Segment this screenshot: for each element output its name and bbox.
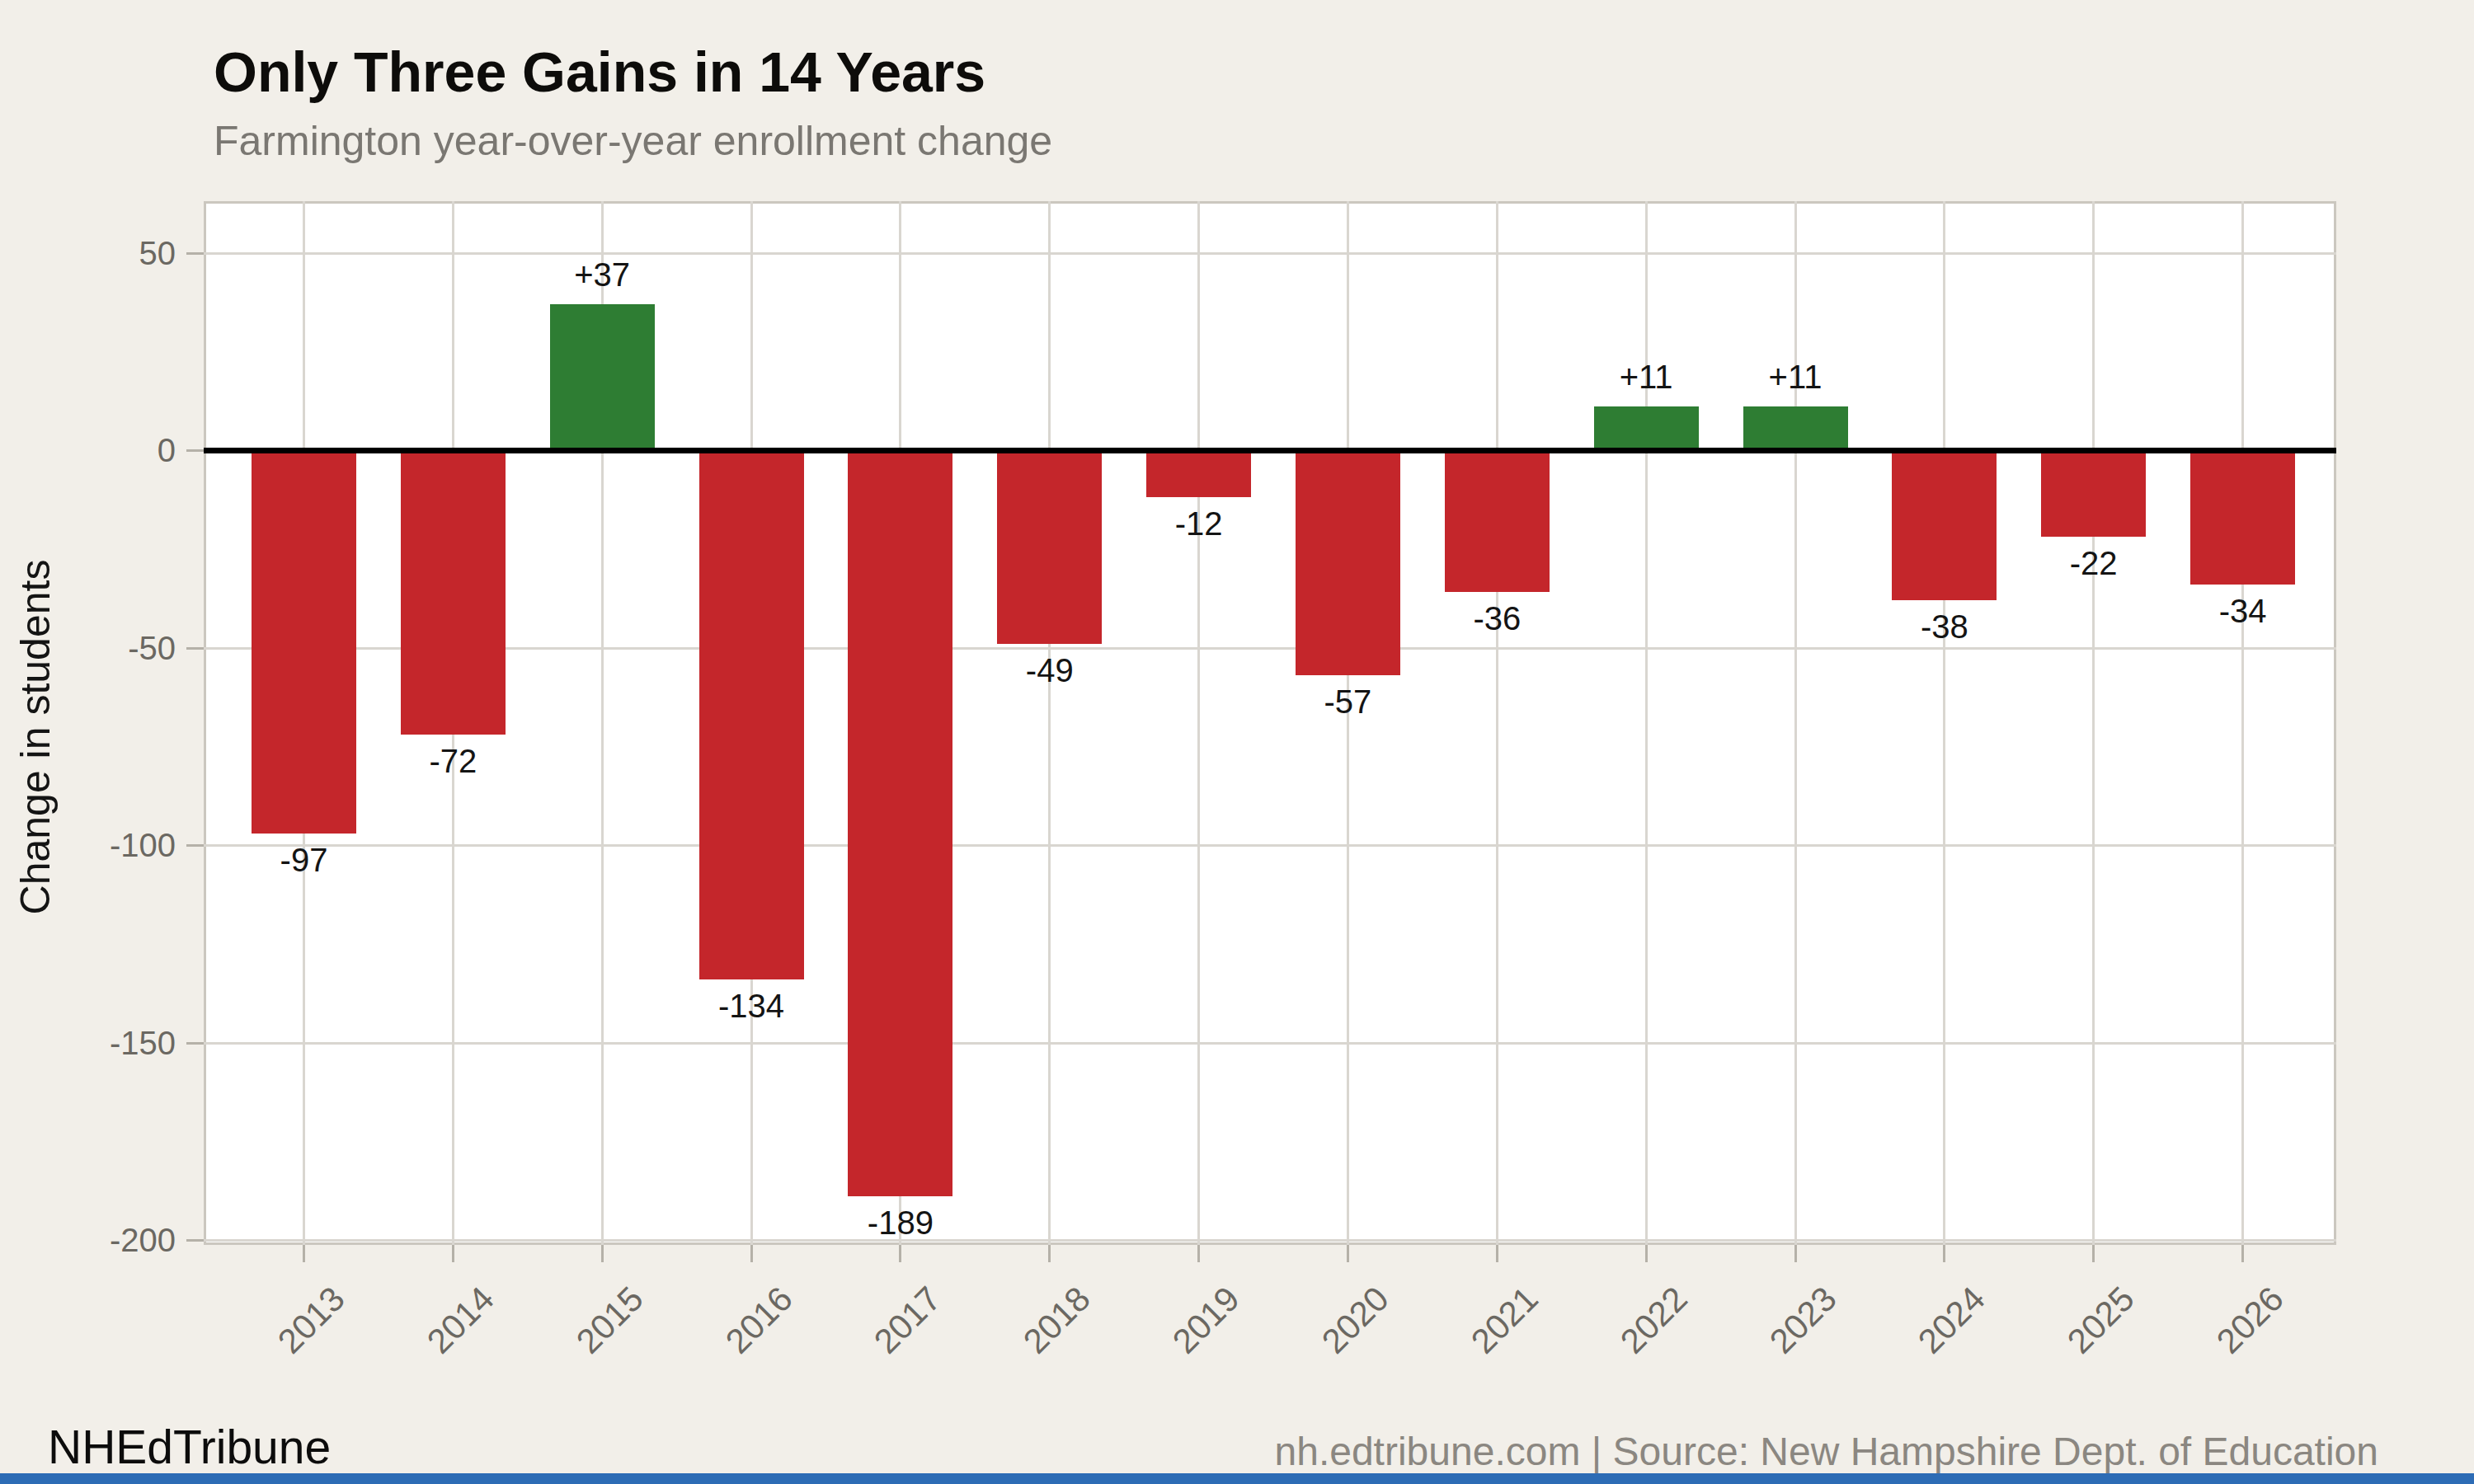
x-tick-label: 2026 xyxy=(2209,1280,2291,1361)
y-gridline xyxy=(204,1042,2336,1045)
bar-negative xyxy=(1892,450,1997,600)
x-gridline xyxy=(1645,201,1648,1245)
bar-positive xyxy=(1594,406,1699,450)
bar-value-label: -72 xyxy=(362,743,543,779)
x-axis-tick xyxy=(750,1245,753,1262)
x-axis-tick xyxy=(1347,1245,1349,1262)
bar-value-label: -22 xyxy=(2003,545,2185,581)
x-gridline xyxy=(1794,201,1797,1245)
x-gridline xyxy=(1048,201,1051,1245)
chart-title: Only Three Gains in 14 Years xyxy=(214,40,985,104)
x-gridline xyxy=(2092,201,2095,1245)
y-gridline xyxy=(204,647,2336,650)
chart-figure: Only Three Gains in 14 Years Farmington … xyxy=(0,0,2474,1484)
zero-baseline xyxy=(204,448,2336,453)
x-axis-tick xyxy=(303,1245,305,1262)
bar-negative xyxy=(699,450,804,979)
y-gridline xyxy=(204,844,2336,847)
x-tick-label: 2014 xyxy=(420,1280,501,1361)
y-tick-label: -150 xyxy=(0,1025,176,1061)
bar-value-label: +37 xyxy=(511,256,693,293)
bar-negative xyxy=(401,450,506,735)
x-tick-label: 2016 xyxy=(718,1280,800,1361)
x-tick-label: 2018 xyxy=(1017,1280,1098,1361)
y-gridline xyxy=(204,252,2336,255)
x-tick-label: 2017 xyxy=(868,1280,949,1361)
x-tick-label: 2015 xyxy=(569,1280,651,1361)
x-gridline xyxy=(1496,201,1498,1245)
bar-value-label: -134 xyxy=(661,988,842,1024)
chart-subtitle: Farmington year-over-year enrollment cha… xyxy=(214,117,1052,165)
x-axis-tick xyxy=(2092,1245,2095,1262)
x-tick-label: 2019 xyxy=(1166,1280,1248,1361)
bar-value-label: -97 xyxy=(214,842,395,878)
y-axis-title: Change in students xyxy=(12,547,59,927)
plot-panel xyxy=(204,201,2336,1245)
x-axis-tick xyxy=(1048,1245,1051,1262)
x-tick-label: 2020 xyxy=(1315,1280,1396,1361)
bar-negative xyxy=(252,450,356,834)
x-axis-tick xyxy=(2241,1245,2244,1262)
y-tick-label: -50 xyxy=(0,630,176,666)
x-tick-label: 2013 xyxy=(270,1280,352,1361)
x-tick-label: 2021 xyxy=(1464,1280,1545,1361)
x-axis-tick xyxy=(1645,1245,1648,1262)
y-axis-tick xyxy=(186,1042,204,1045)
bar-value-label: -189 xyxy=(810,1205,991,1241)
bar-negative xyxy=(2041,450,2146,537)
x-axis-tick xyxy=(1794,1245,1797,1262)
x-gridline xyxy=(1197,201,1200,1245)
y-axis-tick xyxy=(186,844,204,847)
bar-value-label: +11 xyxy=(1705,359,1886,395)
x-axis-tick xyxy=(452,1245,454,1262)
bar-negative xyxy=(1296,450,1400,675)
bar-negative xyxy=(1445,450,1550,592)
y-axis-tick xyxy=(186,647,204,650)
y-gridline xyxy=(204,1239,2336,1242)
x-gridline xyxy=(2241,201,2244,1245)
bar-negative xyxy=(1146,450,1251,497)
y-axis-tick xyxy=(186,252,204,255)
y-axis-tick xyxy=(186,1239,204,1242)
y-tick-label: -200 xyxy=(0,1222,176,1258)
bar-value-label: -12 xyxy=(1108,505,1290,542)
x-axis-tick xyxy=(1197,1245,1200,1262)
bar-positive xyxy=(1743,406,1848,450)
x-axis-tick xyxy=(1496,1245,1498,1262)
y-tick-label: 0 xyxy=(0,432,176,468)
bar-negative xyxy=(848,450,952,1196)
bar-value-label: -57 xyxy=(1257,683,1438,720)
x-gridline xyxy=(1943,201,1945,1245)
bar-negative xyxy=(2190,450,2295,585)
x-tick-label: 2023 xyxy=(1762,1280,1844,1361)
brand-label: NHEdTribune xyxy=(48,1420,331,1474)
x-tick-label: 2022 xyxy=(1613,1280,1695,1361)
y-tick-label: 50 xyxy=(0,235,176,271)
source-attribution: nh.edtribune.com | Source: New Hampshire… xyxy=(1275,1429,2379,1474)
bottom-accent-bar xyxy=(0,1473,2474,1484)
bar-value-label: -36 xyxy=(1406,600,1587,636)
bar-value-label: -34 xyxy=(2152,593,2334,629)
y-tick-label: -100 xyxy=(0,827,176,863)
x-tick-label: 2024 xyxy=(1912,1280,1993,1361)
x-gridline xyxy=(1347,201,1349,1245)
x-axis-tick xyxy=(899,1245,901,1262)
bar-positive xyxy=(550,304,655,450)
y-axis-tick xyxy=(186,449,204,452)
x-axis-tick xyxy=(1943,1245,1945,1262)
bar-value-label: -49 xyxy=(959,652,1141,688)
x-tick-label: 2025 xyxy=(2061,1280,2142,1361)
x-axis-tick xyxy=(601,1245,604,1262)
bar-value-label: -38 xyxy=(1854,608,2035,645)
bar-negative xyxy=(997,450,1102,644)
